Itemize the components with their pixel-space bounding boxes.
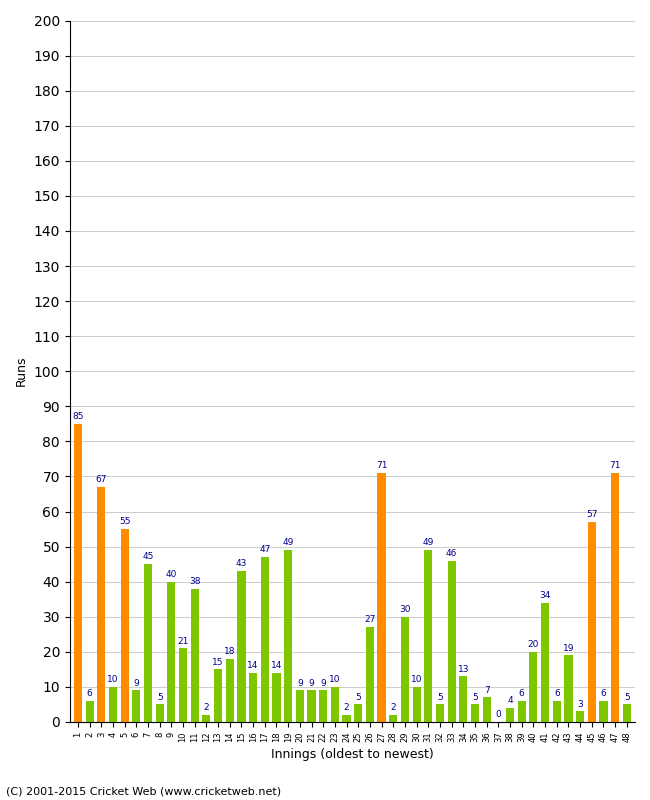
Text: 6: 6: [554, 689, 560, 698]
Text: 9: 9: [297, 678, 303, 688]
Text: 14: 14: [248, 661, 259, 670]
Text: 5: 5: [624, 693, 630, 702]
Text: 71: 71: [376, 461, 387, 470]
Text: 4: 4: [507, 696, 513, 705]
Text: 38: 38: [189, 577, 200, 586]
Text: 2: 2: [203, 703, 209, 712]
Bar: [541, 602, 549, 722]
Bar: [98, 487, 105, 722]
Text: 10: 10: [329, 675, 341, 684]
Bar: [331, 687, 339, 722]
Bar: [190, 589, 199, 722]
Bar: [366, 627, 374, 722]
Bar: [121, 529, 129, 722]
Text: 34: 34: [540, 591, 551, 600]
Text: 45: 45: [142, 552, 153, 562]
Text: 85: 85: [72, 412, 84, 421]
Bar: [564, 655, 573, 722]
Bar: [448, 561, 456, 722]
Bar: [86, 701, 94, 722]
Bar: [436, 705, 444, 722]
Text: 2: 2: [391, 703, 396, 712]
Bar: [576, 711, 584, 722]
Bar: [506, 708, 514, 722]
Bar: [611, 473, 619, 722]
Bar: [552, 701, 561, 722]
Bar: [167, 582, 176, 722]
Bar: [588, 522, 596, 722]
Text: 0: 0: [495, 710, 501, 719]
Bar: [179, 648, 187, 722]
Bar: [237, 571, 246, 722]
Text: 10: 10: [411, 675, 422, 684]
Bar: [378, 473, 385, 722]
Bar: [529, 652, 538, 722]
Text: 7: 7: [484, 686, 489, 694]
Text: 5: 5: [356, 693, 361, 702]
Bar: [272, 673, 281, 722]
Text: 71: 71: [610, 461, 621, 470]
Text: 5: 5: [157, 693, 162, 702]
Bar: [202, 715, 211, 722]
Text: 57: 57: [586, 510, 597, 519]
Text: 43: 43: [236, 559, 247, 568]
Text: 30: 30: [399, 605, 411, 614]
Bar: [354, 705, 362, 722]
Bar: [284, 550, 292, 722]
Text: 67: 67: [96, 475, 107, 484]
Bar: [155, 705, 164, 722]
Bar: [482, 698, 491, 722]
X-axis label: Innings (oldest to newest): Innings (oldest to newest): [271, 748, 434, 761]
Text: 14: 14: [271, 661, 282, 670]
Bar: [261, 557, 269, 722]
Text: 6: 6: [519, 689, 525, 698]
Text: 40: 40: [166, 570, 177, 579]
Text: 27: 27: [364, 615, 376, 625]
Bar: [226, 659, 234, 722]
Bar: [413, 687, 421, 722]
Text: 13: 13: [458, 665, 469, 674]
Bar: [214, 670, 222, 722]
Text: 21: 21: [177, 637, 188, 646]
Bar: [296, 690, 304, 722]
Bar: [401, 617, 409, 722]
Bar: [249, 673, 257, 722]
Text: 18: 18: [224, 647, 235, 656]
Text: 2: 2: [344, 703, 349, 712]
Text: 15: 15: [213, 658, 224, 666]
Text: 5: 5: [437, 693, 443, 702]
Text: 10: 10: [107, 675, 119, 684]
Bar: [144, 564, 152, 722]
Text: 49: 49: [283, 538, 294, 547]
Bar: [424, 550, 432, 722]
Bar: [319, 690, 328, 722]
Text: 49: 49: [422, 538, 434, 547]
Text: 20: 20: [528, 640, 539, 649]
Bar: [471, 705, 479, 722]
Text: 6: 6: [601, 689, 606, 698]
Bar: [343, 715, 350, 722]
Bar: [307, 690, 316, 722]
Bar: [599, 701, 608, 722]
Text: 6: 6: [86, 689, 92, 698]
Y-axis label: Runs: Runs: [15, 356, 28, 386]
Text: 9: 9: [320, 678, 326, 688]
Bar: [109, 687, 117, 722]
Bar: [74, 424, 82, 722]
Bar: [132, 690, 140, 722]
Bar: [517, 701, 526, 722]
Bar: [389, 715, 397, 722]
Text: 46: 46: [446, 549, 458, 558]
Bar: [460, 676, 467, 722]
Text: (C) 2001-2015 Cricket Web (www.cricketweb.net): (C) 2001-2015 Cricket Web (www.cricketwe…: [6, 786, 281, 796]
Text: 5: 5: [472, 693, 478, 702]
Text: 9: 9: [133, 678, 139, 688]
Text: 19: 19: [563, 643, 574, 653]
Text: 9: 9: [309, 678, 315, 688]
Text: 3: 3: [577, 700, 583, 709]
Text: 47: 47: [259, 546, 270, 554]
Bar: [623, 705, 631, 722]
Text: 55: 55: [119, 518, 131, 526]
